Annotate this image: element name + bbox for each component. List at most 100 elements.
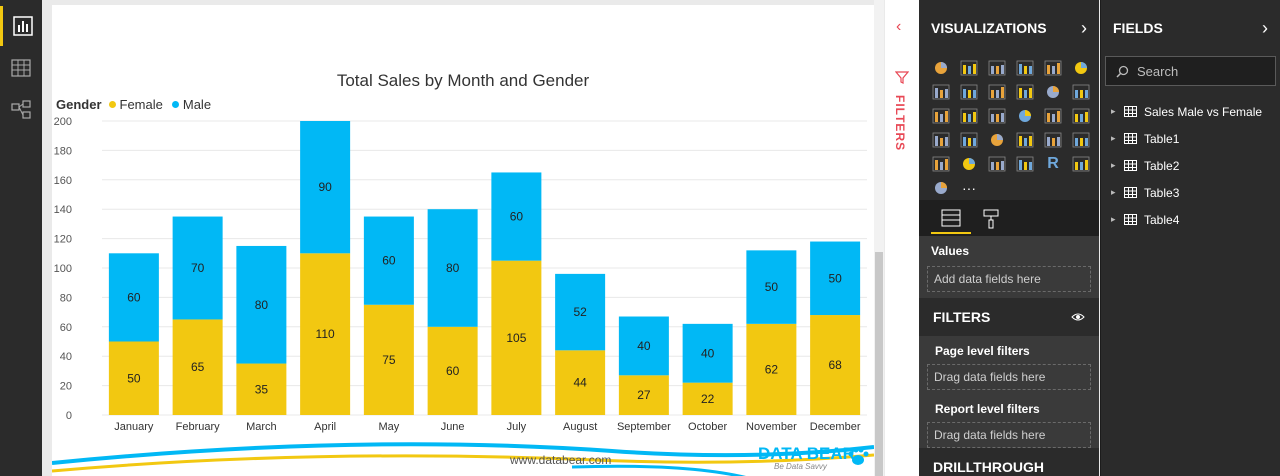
pie-chart-icon[interactable] [983,104,1011,128]
data-label-male: 80 [446,261,460,275]
line-clustered-column-glyph [1047,86,1059,98]
filled-map-icon[interactable] [927,128,955,152]
table-icon [1124,214,1137,225]
y-tick-label: 200 [54,116,72,128]
field-table-item[interactable]: ▸ Table4 [1101,206,1280,233]
card-icon[interactable] [1039,128,1067,152]
gauge-icon[interactable] [1011,128,1039,152]
stacked-bar-chart-icon[interactable] [927,56,955,80]
more-visuals-icon[interactable]: ··· [962,180,976,196]
100-column-chart-icon[interactable] [1067,56,1095,80]
ribbon-chart-glyph [1072,84,1090,100]
report-filters-drop-zone[interactable]: Drag data fields here [927,422,1091,448]
page-filters-drop-zone[interactable]: Drag data fields here [927,364,1091,390]
data-view-icon [11,59,31,77]
report-page: Total Sales by Month and Gender Gender F… [52,5,874,476]
scroll-thumb[interactable] [875,252,883,476]
bar-male [682,323,733,383]
python-visual-icon[interactable] [1067,152,1095,176]
field-table-item[interactable]: ▸ Table3 [1101,179,1280,206]
globe-icon[interactable] [927,176,955,200]
expand-arrow-icon[interactable]: ▸ [1111,133,1116,143]
fields-tab[interactable] [931,204,971,234]
donut-chart-icon[interactable] [1011,104,1039,128]
visualizations-header: VISUALIZATIONS › [919,0,1099,56]
matrix-icon[interactable] [1011,152,1039,176]
expand-arrow-icon[interactable]: ▸ [1111,160,1116,170]
shape-map-glyph [960,132,978,148]
report-view-button[interactable] [0,6,42,46]
eye-icon[interactable] [1071,312,1085,322]
fields-search-input[interactable]: Search [1105,56,1276,86]
visual-type-gallery: R ··· [919,56,1099,200]
values-drop-zone[interactable]: Add data fields here [927,266,1091,292]
model-view-button[interactable] [0,90,42,130]
clustered-bar-chart-icon[interactable] [983,56,1011,80]
y-tick-label: 160 [54,175,72,187]
scatter-chart-glyph [960,108,978,124]
shape-map-icon[interactable] [955,128,983,152]
chevron-right-icon[interactable]: › [1262,17,1268,38]
map-icon[interactable] [1067,104,1095,128]
legend-item-female[interactable]: Female [108,97,163,112]
waterfall-chart-icon[interactable] [927,104,955,128]
data-label-female: 60 [446,364,460,378]
x-tick-label: March [246,421,277,433]
legend-item-male[interactable]: Male [171,97,211,112]
bar-male [108,253,159,342]
x-tick-label: January [114,421,154,433]
bar-female [618,375,669,415]
bar-female [491,260,542,415]
stacked-column-chart[interactable]: 0 20 40 60 80 100 120 140 160 180 200 50 60 January 65… [52,5,874,445]
line-column-chart-icon[interactable] [1011,80,1039,104]
slicer-icon[interactable] [955,152,983,176]
values-well: Values Add data fields here [919,236,1099,298]
expand-arrow-icon[interactable]: ▸ [1111,106,1116,116]
line-chart-icon[interactable] [927,80,955,104]
field-table-item[interactable]: ▸ Table2 [1101,152,1280,179]
chevron-right-icon[interactable]: › [1081,17,1087,38]
multi-row-card-icon[interactable] [1067,128,1095,152]
line-clustered-column-icon[interactable] [1039,80,1067,104]
search-placeholder: Search [1137,63,1179,79]
format-tab[interactable] [971,204,1011,234]
fields-title: FIELDS [1113,20,1163,36]
expand-arrow-icon[interactable]: ▸ [1111,214,1116,224]
table-icon[interactable] [983,152,1011,176]
r-visual-icon[interactable]: R [1047,155,1059,172]
bar-female [682,382,733,415]
card-glyph [1044,132,1062,148]
field-table-item[interactable]: ▸ Sales Male vs Female [1101,98,1280,125]
drillthrough-header[interactable]: DRILLTHROUGH [919,452,1099,476]
data-label-female: 22 [701,392,715,406]
kpi-icon[interactable] [927,152,955,176]
filled-map-glyph [932,132,950,148]
bar-male [427,209,478,327]
funnel-chart-icon[interactable] [983,128,1011,152]
filters-collapsed-strip[interactable]: ‹ FILTERS [885,0,919,476]
y-tick-label: 0 [66,410,72,422]
ribbon-chart-icon[interactable] [1067,80,1095,104]
waterfall-chart-glyph [932,108,950,124]
fields-pane: FIELDS › Search ▸ Sales Male vs Female ▸ Ta… [1100,0,1280,476]
multi-row-card-glyph [1072,132,1090,148]
brand-logo-text: DATA BEAR [758,444,855,463]
100-bar-chart-icon[interactable] [1039,56,1067,80]
data-label-male: 70 [191,261,205,275]
clustered-column-chart-icon[interactable] [1011,56,1039,80]
stacked-column-chart-icon[interactable] [955,56,983,80]
field-table-label: Table2 [1144,158,1180,173]
chart-legend[interactable]: Gender Female Male [56,97,215,112]
field-table-item[interactable]: ▸ Table1 [1101,125,1280,152]
canvas-scrollbar[interactable] [874,0,884,476]
scatter-chart-icon[interactable] [955,104,983,128]
stacked-area-chart-icon[interactable] [983,80,1011,104]
data-view-button[interactable] [0,48,42,88]
expand-arrow-icon[interactable]: ▸ [1111,187,1116,197]
treemap-icon[interactable] [1039,104,1067,128]
area-chart-icon[interactable] [955,80,983,104]
y-tick-label: 180 [54,145,72,157]
chevron-left-icon[interactable]: ‹ [896,18,902,35]
data-label-female: 110 [316,327,335,341]
data-label-male: 50 [828,271,842,285]
